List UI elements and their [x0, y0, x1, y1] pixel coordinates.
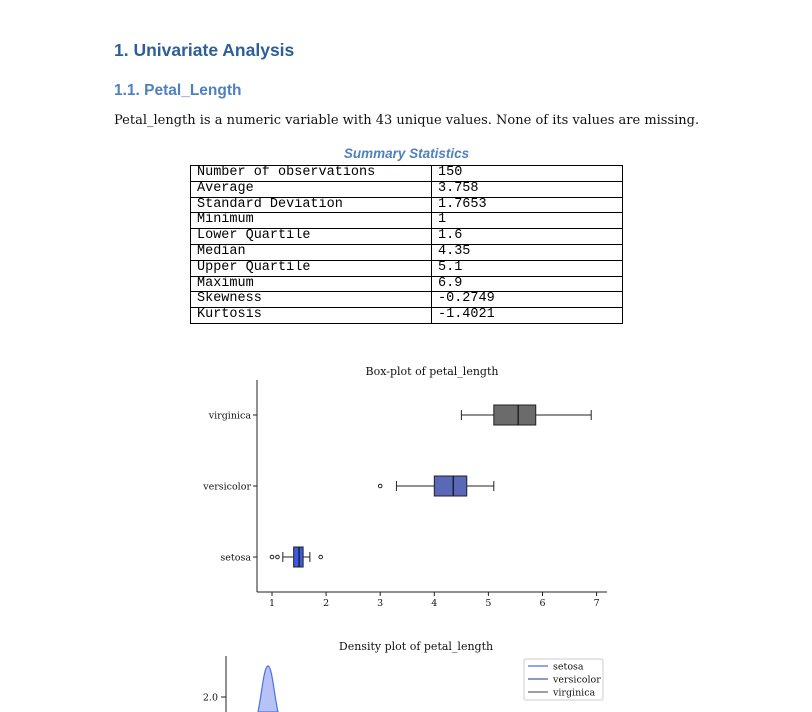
outlier-point	[318, 554, 323, 560]
stats-row: Kurtosis -1.4021	[190, 307, 623, 324]
box-versicolor	[377, 475, 495, 497]
xtick-label: 1	[269, 598, 275, 609]
stats-label: Maximum	[190, 275, 432, 293]
stats-label: Standard Deviation	[190, 196, 432, 214]
stats-row: Skewness -0.2749	[190, 291, 623, 309]
box-plot-chart: Box-plot of petal_length 1 2 3 4 5 6 7 virginic…	[202, 365, 607, 609]
stats-label: Median	[190, 243, 432, 261]
ytick-label: setosa	[220, 553, 251, 564]
stats-row: Standard Deviation 1.7653	[190, 196, 623, 214]
stats-label: Minimum	[190, 212, 432, 230]
ytick-label: virginica	[208, 411, 252, 422]
section-title: 1. Univariate Analysis	[114, 40, 295, 60]
stats-row: Lower Quartile 1.6	[190, 228, 623, 245]
outlier-point	[269, 554, 275, 560]
stats-value: 150	[431, 165, 623, 182]
stats-row: Average 3.758	[190, 180, 623, 198]
outlier-point	[377, 483, 383, 489]
stats-value: -0.2749	[431, 291, 623, 309]
xtick-label: 7	[594, 598, 600, 609]
density-legend: setosa versicolor virginica	[523, 658, 604, 701]
ytick-label: versicolor	[202, 482, 251, 493]
stats-value: -1.4021	[431, 307, 623, 324]
stats-label: Skewness	[190, 291, 432, 309]
xtick-label: 5	[485, 598, 491, 609]
xtick-label: 4	[431, 598, 437, 609]
density-plot-title: Density plot of petal_length	[339, 640, 493, 653]
stats-row: Number of observations 150	[190, 165, 623, 182]
stats-value: 6.9	[431, 275, 623, 293]
box-body	[433, 475, 468, 497]
xtick-label: 2	[323, 598, 329, 609]
box-body	[293, 546, 304, 568]
stats-label: Upper Quartile	[190, 259, 432, 277]
stats-value: 4.35	[431, 243, 623, 261]
legend-frame	[523, 658, 604, 701]
density-plot-chart: Density plot of petal_length 2.0 setosa v…	[203, 640, 604, 712]
outlier-point	[275, 554, 280, 560]
xtick-label: 6	[539, 598, 545, 609]
box-virginica	[460, 404, 592, 426]
box-plot-title: Box-plot of petal_length	[366, 365, 499, 378]
legend-label: setosa	[553, 662, 584, 673]
stats-label: Lower Quartile	[190, 228, 432, 245]
stats-label: Kurtosis	[190, 307, 432, 324]
stats-value: 1.6	[431, 228, 623, 245]
stats-row: Minimum 1	[190, 212, 623, 230]
xtick-label: 3	[377, 598, 383, 609]
stats-value: 5.1	[431, 259, 623, 277]
stats-label: Average	[190, 180, 432, 198]
stats-row: Median 4.35	[190, 243, 623, 261]
stats-row: Maximum 6.9	[190, 275, 623, 293]
setosa-density-curve	[257, 665, 279, 712]
stats-value: 1	[431, 212, 623, 230]
stats-row: Upper Quartile 5.1	[190, 259, 623, 277]
intro-paragraph: Petal_length is a numeric variable with …	[114, 113, 700, 128]
legend-label: virginica	[552, 688, 596, 699]
summary-statistics-table: Number of observations 150 Average 3.758 Sta…	[190, 165, 623, 324]
subsection-title: 1.1. Petal_Length	[114, 82, 242, 99]
stats-label: Number of observations	[190, 165, 432, 182]
stats-value: 1.7653	[431, 196, 623, 214]
box-setosa	[269, 546, 323, 568]
stats-value: 3.758	[431, 180, 623, 198]
legend-label: versicolor	[552, 675, 601, 686]
density-ytick-label: 2.0	[203, 693, 218, 704]
table-caption: Summary Statistics	[343, 146, 470, 161]
box-body	[493, 404, 537, 426]
